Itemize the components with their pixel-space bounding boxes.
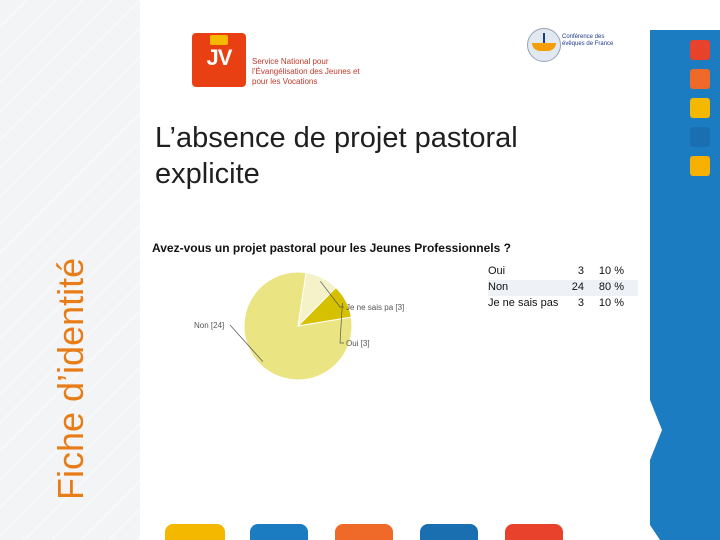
legend-percent: 10 % [598,297,624,309]
pie-slice-label: Oui [3] [346,339,370,348]
chart-title: Avez-vous un projet pastoral pour les Je… [152,241,511,255]
bar-red [505,524,563,540]
legend-count: 3 [577,297,584,309]
bar-orange [335,524,393,540]
jv-logo-text: Service National pour l’Évangélisation d… [252,57,360,86]
cef-logo-text: Conférence des évêques de France [562,34,614,47]
legend-count: 3 [577,265,584,277]
legend-label: Je ne sais pas [488,297,559,309]
square-gold [690,156,710,176]
pie-slice-label: Je ne sais pa [3] [346,303,404,312]
square-red [690,40,710,60]
legend-row: Je ne sais pas 3 10 % [488,296,638,312]
jv-logo-letters: JV [206,45,233,70]
legend-row: Oui 3 10 % [488,264,638,280]
pie-leader-line [339,302,344,344]
chart-legend-table: Oui 3 10 % Non 24 80 % Je ne sais pas 3 … [488,264,638,312]
cef-boat-icon [532,43,556,51]
pie-slice-non [243,271,353,381]
bar-yellow [165,524,225,540]
square-yellow [690,98,710,118]
pie-leader-line [229,324,264,362]
jv-logo: JV [192,33,246,87]
jv-logo-mark-icon [210,35,228,45]
legend-label: Oui [488,265,506,277]
legend-percent: 10 % [598,265,624,277]
legend-percent: 80 % [598,281,624,293]
cef-logo [527,28,561,62]
legend-count: 24 [571,281,584,293]
square-blue [690,127,710,147]
bar-blue [250,524,308,540]
legend-row: Non 24 80 % [488,280,638,296]
color-squares [690,40,710,185]
slide-title: L’absence de projet pastoral explicite [155,122,518,190]
pie-slice-label: Non [24] [194,321,224,330]
pie-leader-line [320,281,344,308]
bar-blue-2 [420,524,478,540]
bottom-color-bars [150,524,720,540]
side-title: Fiche d’identité [50,257,91,500]
left-decorative-band [0,0,140,540]
cef-mast-icon [543,33,545,44]
legend-label: Non [488,281,509,293]
pie-chart: Je ne sais pa [3] Oui [3] Non [24] [194,271,404,381]
square-orange [690,69,710,89]
band-pattern [0,0,140,540]
